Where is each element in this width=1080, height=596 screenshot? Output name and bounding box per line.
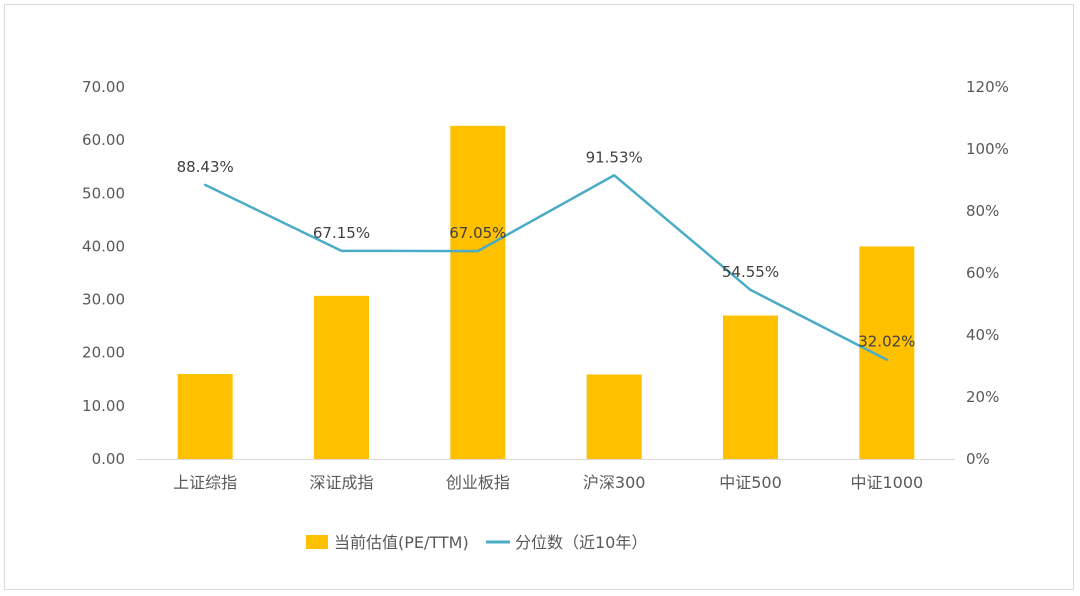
right-axis-tick-label: 20% <box>966 388 999 406</box>
right-axis-tick-label: 60% <box>966 264 999 282</box>
legend-line-label: 分位数（近10年） <box>515 533 647 552</box>
data-label-2: 67.15% <box>313 224 370 242</box>
percentile-line <box>203 174 889 361</box>
legend: 当前估值(PE/TTM) 分位数（近10年） <box>306 533 647 552</box>
left-axis-tick-label: 50.00 <box>82 184 125 202</box>
x-axis-tick-label: 沪深300 <box>583 473 646 492</box>
x-axis-tick-label: 创业板指 <box>446 473 510 492</box>
data-label-1: 88.43% <box>177 158 234 176</box>
right-axis-tick-label: 120% <box>966 78 1009 96</box>
right-axis-ticks: 0% 20% 40% 60% 80% 100% 120% <box>966 78 1009 468</box>
bar-series <box>177 125 915 460</box>
right-axis-tick-label: 40% <box>966 326 999 344</box>
bar-1 <box>177 373 233 459</box>
left-axis-tick-label: 60.00 <box>82 131 125 149</box>
left-axis-tick-label: 20.00 <box>82 344 125 362</box>
x-axis-tick-label: 中证500 <box>719 473 782 492</box>
bar-3 <box>450 125 506 460</box>
left-axis-tick-label: 10.00 <box>82 397 125 415</box>
data-label-6: 32.02% <box>858 333 915 351</box>
left-axis-tick-label: 0.00 <box>92 450 125 468</box>
data-label-3: 67.05% <box>449 224 506 242</box>
left-axis-tick-label: 30.00 <box>82 291 125 309</box>
right-axis-tick-label: 100% <box>966 140 1009 158</box>
legend-bar-label: 当前估值(PE/TTM) <box>334 533 469 552</box>
left-axis-tick-label: 40.00 <box>82 237 125 255</box>
bar-5 <box>723 315 778 459</box>
left-axis-ticks: 0.00 10.00 20.00 30.00 40.00 50.00 60.00 70.00 <box>82 78 125 468</box>
data-label-5: 54.55% <box>722 263 779 281</box>
line-data-labels: 88.43% 67.15% 67.05% 91.53% 54.55% 32.02% <box>177 148 916 350</box>
legend-bar-swatch <box>306 535 328 549</box>
x-axis-ticks: 上证综指 深证成指 创业板指 沪深300 中证500 中证1000 <box>173 473 923 492</box>
x-axis-tick-label: 上证综指 <box>173 473 237 492</box>
right-axis-tick-label: 0% <box>966 450 990 468</box>
x-axis-tick-label: 深证成指 <box>309 473 373 492</box>
bar-6 <box>859 246 915 459</box>
right-axis-tick-label: 80% <box>966 202 999 220</box>
bar-2 <box>314 295 369 459</box>
line-series <box>203 174 889 361</box>
x-axis-tick-label: 中证1000 <box>850 473 923 492</box>
left-axis-tick-label: 70.00 <box>82 78 125 96</box>
data-label-4: 91.53% <box>586 148 643 166</box>
bar-4 <box>586 374 642 459</box>
